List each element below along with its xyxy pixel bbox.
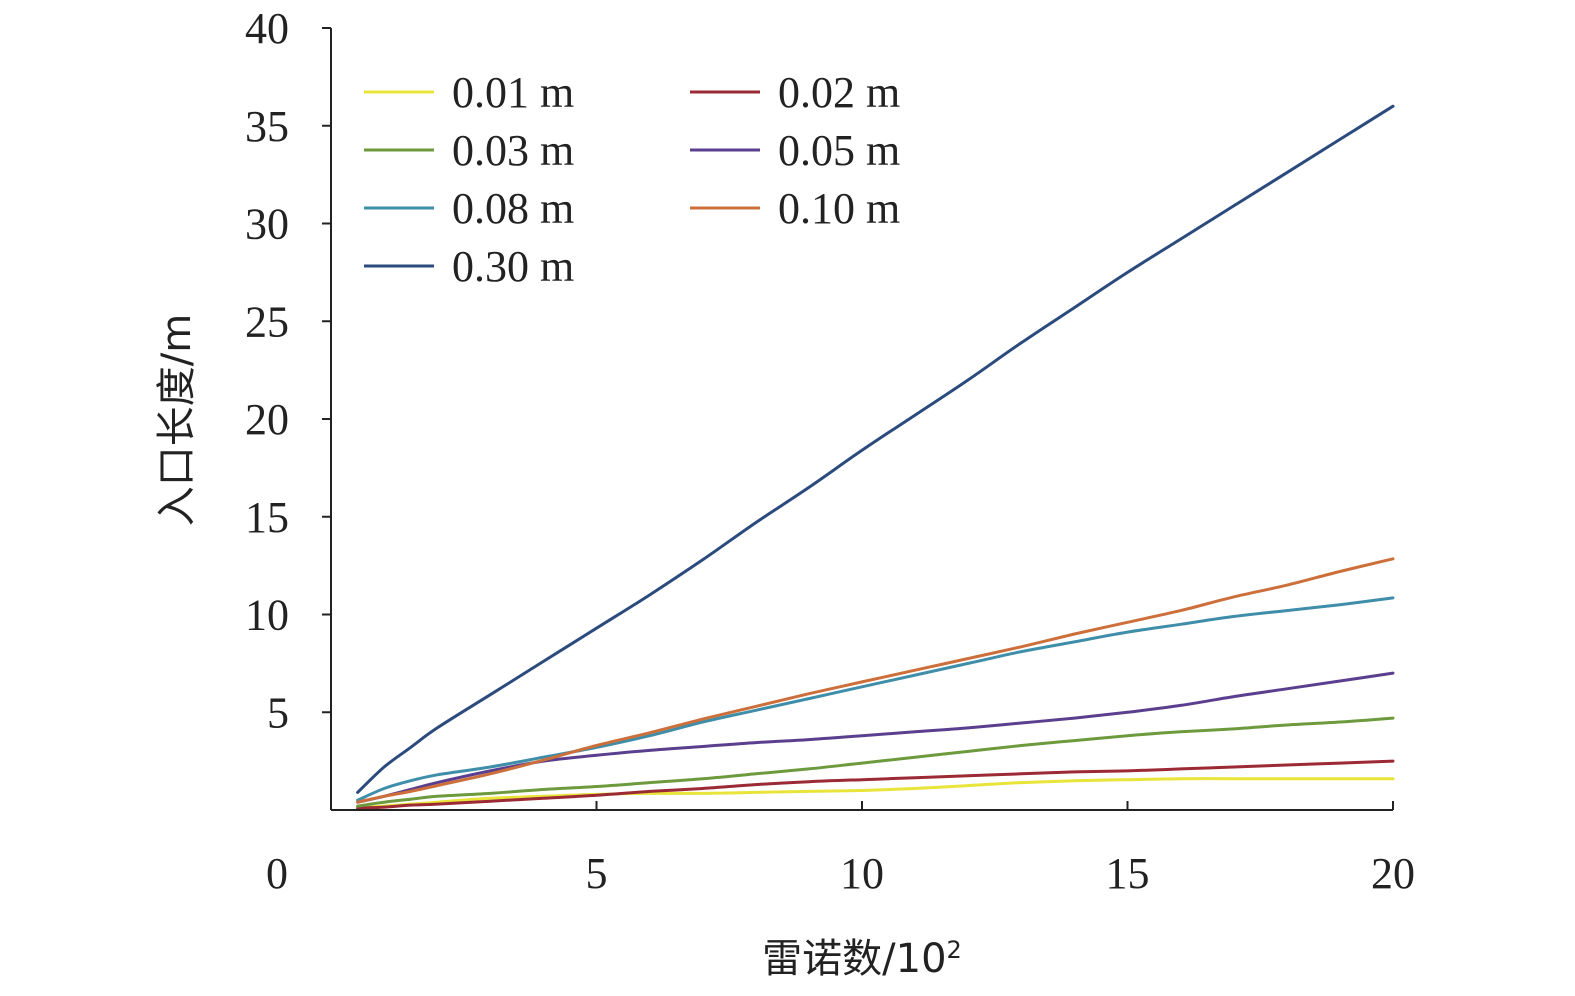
y-tick-group: 5 10 15 20 25 30 35 40 bbox=[245, 4, 331, 737]
legend-label: 0.10 m bbox=[778, 184, 900, 233]
legend-item: 0.01 m bbox=[364, 68, 574, 117]
legend-item: 0.05 m bbox=[690, 126, 900, 175]
legend-label: 0.08 m bbox=[452, 184, 574, 233]
series-layer bbox=[356, 104, 1395, 810]
legend-item: 0.02 m bbox=[690, 68, 900, 117]
y-tick-label: 15 bbox=[245, 493, 289, 542]
x-tick-label: 20 bbox=[1371, 849, 1415, 898]
y-tick-label: 25 bbox=[245, 297, 289, 346]
y-tick-label: 35 bbox=[245, 102, 289, 151]
y-tick-label: 40 bbox=[245, 4, 289, 53]
legend-item: 0.10 m bbox=[690, 184, 900, 233]
y-tick-label: 10 bbox=[245, 591, 289, 640]
legend-label: 0.05 m bbox=[778, 126, 900, 175]
legend-item: 0.03 m bbox=[364, 126, 574, 175]
series-line-0-08-m bbox=[356, 596, 1395, 802]
legend-label: 0.01 m bbox=[452, 68, 574, 117]
x-tick-label: 5 bbox=[586, 849, 608, 898]
series-line-0-03-m bbox=[356, 716, 1395, 808]
series-line-0-30-m bbox=[356, 104, 1395, 794]
series-line-0-01-m bbox=[356, 777, 1395, 810]
series-line-0-10-m bbox=[356, 557, 1395, 804]
y-tick-label: 20 bbox=[245, 395, 289, 444]
x-axis-title-superscript: 2 bbox=[947, 936, 962, 964]
y-axis-title: 入口长度/m bbox=[154, 314, 200, 526]
x-tick-label: 15 bbox=[1106, 849, 1150, 898]
legend-label: 0.30 m bbox=[452, 242, 574, 291]
x-tick-group: 0 5 10 15 20 bbox=[266, 801, 1415, 898]
legend-label: 0.03 m bbox=[452, 126, 574, 175]
legend-item: 0.08 m bbox=[364, 184, 574, 233]
legend-label: 0.02 m bbox=[778, 68, 900, 117]
y-tick-label: 5 bbox=[267, 688, 289, 737]
series-line-0-05-m bbox=[356, 671, 1395, 804]
legend: 0.01 m 0.02 m 0.03 m 0.05 m 0.08 m 0.10 m 0.30… bbox=[364, 68, 900, 291]
x-tick-label: 10 bbox=[840, 849, 884, 898]
legend-item: 0.30 m bbox=[364, 242, 574, 291]
x-axis-title-main: 雷诺数/10 bbox=[762, 936, 946, 982]
x-tick-label: 0 bbox=[266, 849, 288, 898]
x-axis-title: 雷诺数/102 bbox=[762, 936, 962, 982]
series-line-0-02-m bbox=[356, 759, 1395, 810]
y-tick-label: 30 bbox=[245, 200, 289, 249]
